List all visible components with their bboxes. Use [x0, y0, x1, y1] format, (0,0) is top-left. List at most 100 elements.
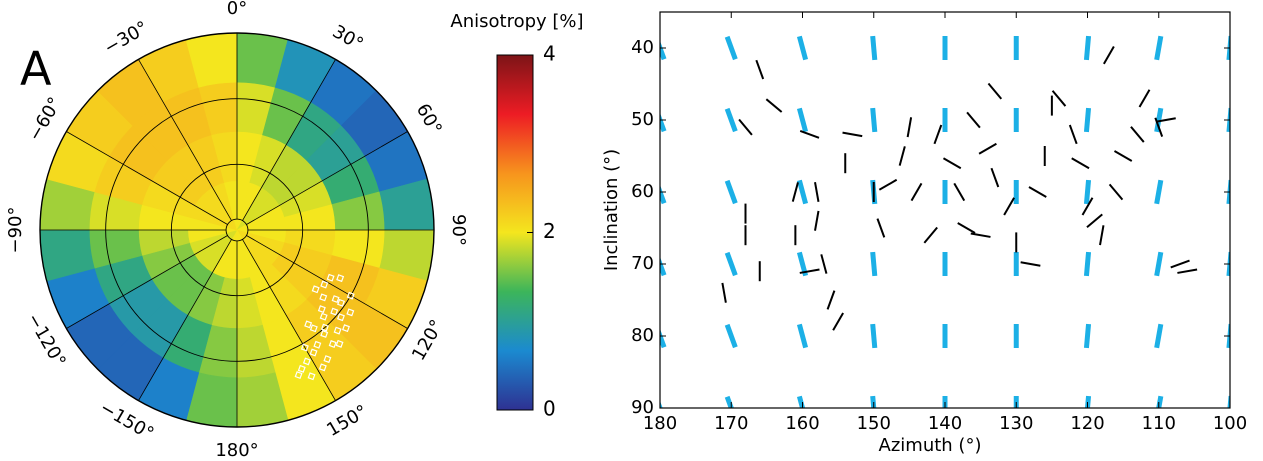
- y-axis-label: Inclination (°): [601, 149, 622, 271]
- spoke: [242, 239, 336, 401]
- observed-stick: [820, 254, 828, 274]
- azimuth-label: −60°: [24, 94, 66, 145]
- predicted-stick: [870, 35, 878, 61]
- observed-stick: [910, 182, 923, 202]
- x-tick-label: 110: [1142, 413, 1176, 434]
- observed-stick: [953, 182, 966, 202]
- observed-stick: [1051, 90, 1067, 107]
- predicted-stick: [1154, 251, 1164, 277]
- data-point: [319, 312, 328, 321]
- x-tick-label: 160: [785, 413, 819, 434]
- observed-stick: [1020, 261, 1041, 267]
- data-point: [330, 307, 339, 316]
- predicted-stick: [870, 395, 877, 408]
- predicted-stick: [1083, 323, 1092, 349]
- predicted-stick: [724, 179, 738, 205]
- spoke: [246, 131, 408, 225]
- data-point: [336, 313, 345, 322]
- azimuth-label: 30°: [329, 21, 367, 55]
- azimuth-label: 180°: [215, 440, 258, 461]
- observed-stick: [1170, 259, 1190, 269]
- azimuth-label: 90°: [448, 214, 469, 246]
- observed-stick: [1130, 126, 1145, 143]
- data-point: [337, 298, 345, 307]
- ring: [170, 163, 304, 297]
- predicted-stick: [796, 107, 809, 133]
- observed-stick: [987, 82, 1003, 100]
- observed-stick: [799, 268, 820, 274]
- observed-stick: [1068, 124, 1078, 145]
- data-point: [320, 280, 329, 289]
- predicted-stick: [1084, 395, 1092, 408]
- x-tick-label: 100: [1213, 413, 1247, 434]
- observed-stick: [799, 130, 820, 139]
- data-point: [323, 355, 332, 364]
- predicted-stick: [870, 107, 878, 133]
- predicted-stick: [1083, 251, 1092, 277]
- predicted-stick: [660, 184, 667, 205]
- predicted-stick: [724, 35, 738, 61]
- plot-area: [660, 35, 1230, 408]
- spoke: [246, 235, 408, 329]
- colorbar-tick-label: 4: [543, 42, 556, 66]
- predicted-stick: [1226, 323, 1230, 349]
- observed-stick: [1028, 186, 1047, 198]
- observed-stick: [970, 232, 991, 238]
- predicted-stick: [724, 395, 734, 408]
- x-tick-label: 150: [857, 413, 891, 434]
- data-point: [304, 320, 313, 329]
- predicted-stick: [1083, 179, 1092, 205]
- observed-stick: [814, 181, 820, 203]
- data-point: [302, 357, 311, 366]
- y-tick-label: 90: [631, 397, 654, 418]
- observed-stick: [1103, 46, 1115, 65]
- predicted-stick: [724, 251, 738, 277]
- azimuth-label: −30°: [101, 17, 152, 59]
- azimuth-label: −90°: [5, 207, 26, 254]
- predicted-stick: [1154, 107, 1164, 133]
- predicted-stick: [660, 112, 667, 133]
- data-point: [335, 339, 344, 348]
- colorbar-tick-label: 0: [543, 397, 556, 421]
- observed-stick: [1081, 197, 1094, 216]
- data-point: [331, 295, 340, 304]
- observed-stick: [906, 117, 913, 138]
- observed-stick: [791, 182, 799, 202]
- y-tick-label: 50: [631, 109, 654, 130]
- observed-stick: [978, 142, 997, 155]
- spoke: [242, 59, 336, 221]
- y-tick-label: 80: [631, 325, 654, 346]
- predicted-stick: [796, 323, 809, 349]
- data-point: [318, 363, 327, 372]
- data-point: [346, 291, 355, 300]
- spoke: [138, 239, 232, 401]
- data-point: [333, 326, 342, 335]
- data-point: [326, 273, 335, 282]
- spoke: [66, 131, 228, 225]
- observed-stick: [966, 111, 981, 129]
- colorbar-tick-label: 2: [543, 219, 556, 243]
- predicted-stick: [1226, 179, 1230, 205]
- data-point: [320, 323, 329, 332]
- predicted-stick: [1226, 107, 1230, 133]
- predicted-stick: [660, 328, 667, 349]
- observed-stick: [1177, 268, 1198, 274]
- data-point: [342, 324, 350, 333]
- observed-stick: [814, 210, 820, 231]
- observed-stick: [1071, 157, 1090, 170]
- observed-stick: [755, 59, 765, 80]
- predicted-stick: [1083, 35, 1092, 61]
- observed-stick: [738, 118, 753, 136]
- azimuth-label: 150°: [323, 401, 371, 441]
- x-tick-label: 120: [1070, 413, 1104, 434]
- x-tick-label: 180: [643, 413, 677, 434]
- ring: [105, 98, 369, 362]
- x-tick-label: 140: [928, 413, 962, 434]
- observed-stick: [1113, 150, 1133, 162]
- predicted-stick: [1154, 179, 1164, 205]
- data-point: [319, 293, 328, 302]
- azimuth-label: 0°: [227, 0, 247, 19]
- predicted-stick: [660, 40, 667, 61]
- observed-stick: [1086, 213, 1103, 228]
